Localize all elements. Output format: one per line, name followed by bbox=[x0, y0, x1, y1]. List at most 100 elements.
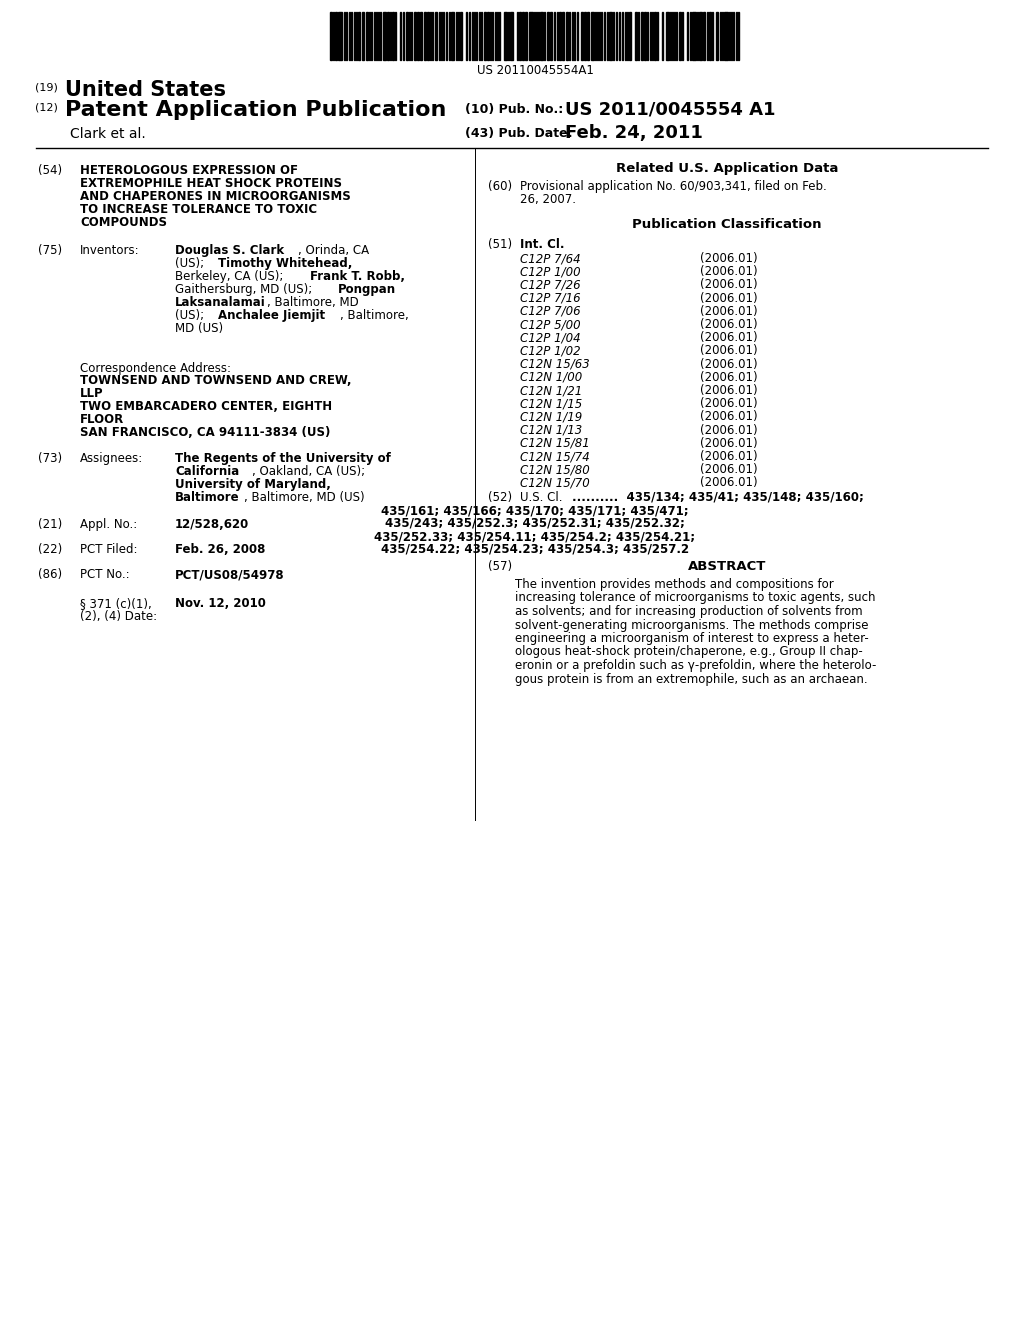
Text: C12P 1/00: C12P 1/00 bbox=[520, 265, 581, 279]
Text: Feb. 24, 2011: Feb. 24, 2011 bbox=[565, 124, 702, 143]
Bar bbox=[641, 12, 643, 59]
Bar bbox=[424, 12, 426, 59]
Text: Publication Classification: Publication Classification bbox=[632, 218, 821, 231]
Text: EXTREMOPHILE HEAT SHOCK PROTEINS: EXTREMOPHILE HEAT SHOCK PROTEINS bbox=[80, 177, 342, 190]
Text: (54): (54) bbox=[38, 164, 62, 177]
Text: Related U.S. Application Data: Related U.S. Application Data bbox=[615, 162, 839, 176]
Bar bbox=[629, 12, 631, 59]
Text: California: California bbox=[175, 465, 240, 478]
Text: Baltimore: Baltimore bbox=[175, 491, 240, 504]
Text: United States: United States bbox=[65, 81, 226, 100]
Text: C12P 1/02: C12P 1/02 bbox=[520, 345, 581, 358]
Text: Frank T. Robb,: Frank T. Robb, bbox=[309, 271, 404, 282]
Text: (2006.01): (2006.01) bbox=[700, 252, 758, 265]
Bar bbox=[724, 12, 728, 59]
Bar bbox=[540, 12, 543, 59]
Text: (51): (51) bbox=[488, 238, 512, 251]
Text: C12N 1/21: C12N 1/21 bbox=[520, 384, 583, 397]
Text: solvent-generating microorganisms. The methods comprise: solvent-generating microorganisms. The m… bbox=[515, 619, 868, 631]
Bar bbox=[522, 12, 524, 59]
Text: (US);: (US); bbox=[175, 257, 208, 271]
Text: (12): (12) bbox=[35, 103, 58, 114]
Bar bbox=[547, 12, 549, 59]
Text: C12N 15/63: C12N 15/63 bbox=[520, 358, 590, 371]
Text: MD (US): MD (US) bbox=[175, 322, 223, 335]
Text: , Oakland, CA (US);: , Oakland, CA (US); bbox=[252, 465, 365, 478]
Text: (2), (4) Date:: (2), (4) Date: bbox=[80, 610, 157, 623]
Text: (22): (22) bbox=[38, 543, 62, 556]
Bar bbox=[644, 12, 646, 59]
Text: C12P 7/06: C12P 7/06 bbox=[520, 305, 581, 318]
Text: gous protein is from an extremophile, such as an archaean.: gous protein is from an extremophile, su… bbox=[515, 672, 867, 685]
Bar bbox=[435, 12, 437, 59]
Text: , Baltimore, MD (US): , Baltimore, MD (US) bbox=[244, 491, 365, 504]
Bar bbox=[519, 12, 521, 59]
Text: PCT/US08/54978: PCT/US08/54978 bbox=[175, 568, 285, 581]
Text: Correspondence Address:: Correspondence Address: bbox=[80, 362, 231, 375]
Text: ologous heat-shock protein/chaperone, e.g., Group II chap-: ologous heat-shock protein/chaperone, e.… bbox=[515, 645, 863, 659]
Bar bbox=[427, 12, 429, 59]
Text: (2006.01): (2006.01) bbox=[700, 345, 758, 358]
Text: (2006.01): (2006.01) bbox=[700, 265, 758, 279]
Text: (2006.01): (2006.01) bbox=[700, 305, 758, 318]
Text: (2006.01): (2006.01) bbox=[700, 331, 758, 345]
Text: (2006.01): (2006.01) bbox=[700, 463, 758, 477]
Bar bbox=[559, 12, 561, 59]
Bar bbox=[460, 12, 462, 59]
Text: 435/254.22; 435/254.23; 435/254.3; 435/257.2: 435/254.22; 435/254.23; 435/254.3; 435/2… bbox=[381, 543, 689, 556]
Text: The invention provides methods and compositions for: The invention provides methods and compo… bbox=[515, 578, 834, 591]
Text: (10) Pub. No.:: (10) Pub. No.: bbox=[465, 103, 563, 116]
Text: (2006.01): (2006.01) bbox=[700, 477, 758, 490]
Text: C12N 15/70: C12N 15/70 bbox=[520, 477, 590, 490]
Text: Appl. No.:: Appl. No.: bbox=[80, 517, 137, 531]
Bar bbox=[679, 12, 681, 59]
Bar bbox=[358, 12, 360, 59]
Text: C12N 1/00: C12N 1/00 bbox=[520, 371, 583, 384]
Text: , Baltimore,: , Baltimore, bbox=[340, 309, 409, 322]
Text: (75): (75) bbox=[38, 244, 62, 257]
Text: Pongpan: Pongpan bbox=[338, 282, 396, 296]
Text: The Regents of the University of: The Regents of the University of bbox=[175, 451, 391, 465]
Bar bbox=[392, 12, 394, 59]
Bar bbox=[654, 12, 656, 59]
Bar bbox=[406, 12, 408, 59]
Text: (52): (52) bbox=[488, 491, 512, 504]
Text: (60): (60) bbox=[488, 180, 512, 193]
Text: C12N 1/15: C12N 1/15 bbox=[520, 397, 583, 411]
Text: (2006.01): (2006.01) bbox=[700, 384, 758, 397]
Text: Anchalee Jiemjit: Anchalee Jiemjit bbox=[217, 309, 325, 322]
Bar bbox=[484, 12, 486, 59]
Text: Berkeley, CA (US);: Berkeley, CA (US); bbox=[175, 271, 287, 282]
Text: 435/243; 435/252.3; 435/252.31; 435/252.32;: 435/243; 435/252.3; 435/252.31; 435/252.… bbox=[385, 517, 685, 531]
Text: Feb. 26, 2008: Feb. 26, 2008 bbox=[175, 543, 265, 556]
Text: Assignees:: Assignees: bbox=[80, 451, 143, 465]
Text: Douglas S. Clark: Douglas S. Clark bbox=[175, 244, 284, 257]
Text: C12P 5/00: C12P 5/00 bbox=[520, 318, 581, 331]
Text: HETEROLOGOUS EXPRESSION OF: HETEROLOGOUS EXPRESSION OF bbox=[80, 164, 298, 177]
Text: PCT No.:: PCT No.: bbox=[80, 568, 130, 581]
Bar bbox=[330, 12, 332, 59]
Bar bbox=[566, 12, 568, 59]
Bar bbox=[703, 12, 705, 59]
Bar bbox=[504, 12, 507, 59]
Text: (2006.01): (2006.01) bbox=[700, 397, 758, 411]
Bar bbox=[550, 12, 552, 59]
Text: increasing tolerance of microorganisms to toxic agents, such: increasing tolerance of microorganisms t… bbox=[515, 591, 876, 605]
Text: ..........  435/134; 435/41; 435/148; 435/160;: .......... 435/134; 435/41; 435/148; 435… bbox=[572, 491, 864, 504]
Bar bbox=[635, 12, 637, 59]
Text: (86): (86) bbox=[38, 568, 62, 581]
Text: LLP: LLP bbox=[80, 387, 103, 400]
Text: 435/252.33; 435/254.11; 435/254.2; 435/254.21;: 435/252.33; 435/254.11; 435/254.2; 435/2… bbox=[375, 531, 695, 543]
Bar bbox=[692, 12, 696, 59]
Text: (2006.01): (2006.01) bbox=[700, 437, 758, 450]
Text: Inventors:: Inventors: bbox=[80, 244, 139, 257]
Text: C12N 15/74: C12N 15/74 bbox=[520, 450, 590, 463]
Text: , Baltimore, MD: , Baltimore, MD bbox=[267, 296, 358, 309]
Text: TOWNSEND AND TOWNSEND AND CREW,: TOWNSEND AND TOWNSEND AND CREW, bbox=[80, 374, 351, 387]
Bar bbox=[417, 12, 419, 59]
Bar bbox=[587, 12, 589, 59]
Bar bbox=[699, 12, 702, 59]
Text: (2006.01): (2006.01) bbox=[700, 411, 758, 424]
Text: SAN FRANCISCO, CA 94111-3834 (US): SAN FRANCISCO, CA 94111-3834 (US) bbox=[80, 426, 331, 440]
Text: C12P 7/26: C12P 7/26 bbox=[520, 279, 581, 292]
